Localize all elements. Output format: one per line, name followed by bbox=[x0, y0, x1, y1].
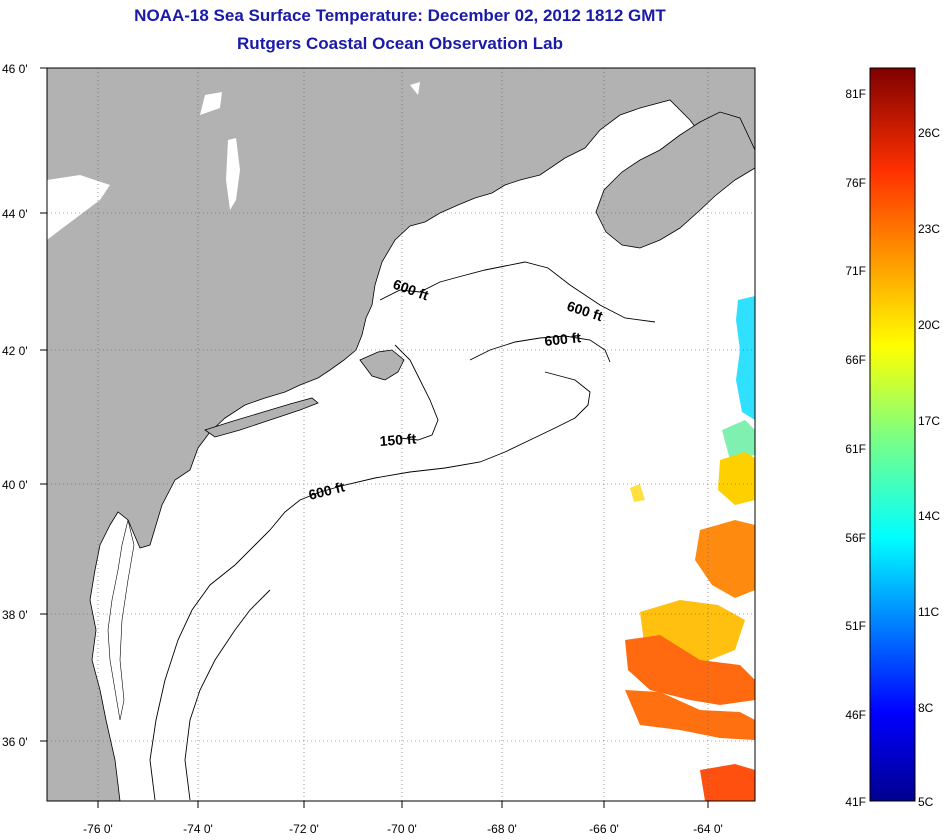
lon-tick-label: -72 0' bbox=[289, 822, 319, 836]
map-subtitle: Rutgers Coastal Ocean Observation Lab bbox=[237, 34, 563, 53]
sst-patch-orange-bottom bbox=[700, 764, 755, 801]
sst-data bbox=[625, 296, 755, 801]
sst-patch-orange-mid bbox=[695, 520, 755, 598]
colorbar-f-label: 71F bbox=[845, 264, 866, 278]
contour-label-150ft: 150 ft bbox=[379, 430, 417, 449]
colorbar-f-labels: 81F 76F 71F 66F 61F 56F 51F 46F 41F bbox=[845, 87, 866, 809]
lat-tick-label: 36 0' bbox=[2, 735, 28, 749]
lat-tick-label: 42 0' bbox=[2, 344, 28, 358]
lake-champlain bbox=[226, 138, 240, 210]
colorbar-c-label: 11C bbox=[918, 605, 939, 619]
land-long-island bbox=[204, 397, 319, 438]
lon-tick-label: -68 0' bbox=[487, 822, 517, 836]
land-nova-scotia bbox=[595, 111, 755, 249]
contour-600ft-shelf bbox=[149, 371, 591, 801]
lon-tick-label: -74 0' bbox=[183, 822, 213, 836]
sst-patch-teal bbox=[722, 420, 755, 460]
sst-patch-orange-strips bbox=[625, 690, 755, 740]
colorbar-c-labels: 26C 23C 20C 17C 14C 11C 8C 5C bbox=[918, 126, 940, 809]
contour-inner-shelf bbox=[184, 589, 271, 801]
colorbar-gradient bbox=[869, 67, 916, 802]
colorbar-f-label: 81F bbox=[845, 87, 866, 101]
bathymetry-contours bbox=[149, 261, 656, 801]
tick-marks bbox=[40, 67, 709, 808]
colorbar-f-label: 51F bbox=[845, 619, 866, 633]
land-cape-cod bbox=[359, 349, 405, 381]
colorbar-c-label: 17C bbox=[918, 414, 940, 428]
colorbar-c-label: 14C bbox=[918, 509, 940, 523]
map-frame bbox=[46, 67, 756, 802]
colorbar-c-label: 20C bbox=[918, 318, 940, 332]
lon-tick-label: -64 0' bbox=[693, 822, 723, 836]
colorbar-f-label: 41F bbox=[845, 795, 866, 809]
colorbar-f-label: 46F bbox=[845, 708, 866, 722]
lon-tick-label: -66 0' bbox=[589, 822, 619, 836]
contour-600ft-gulf-maine bbox=[379, 261, 656, 323]
lake-small-2 bbox=[410, 82, 420, 95]
lat-tick-label: 46 0' bbox=[2, 62, 28, 76]
colorbar-f-label: 56F bbox=[845, 531, 866, 545]
contour-150ft bbox=[394, 344, 439, 441]
colorbar-c-label: 23C bbox=[918, 222, 940, 236]
colorbar-c-label: 26C bbox=[918, 126, 940, 140]
colorbar-f-label: 61F bbox=[845, 442, 866, 456]
sst-patch-cyan bbox=[736, 296, 755, 420]
lon-tick-label: -70 0' bbox=[387, 822, 417, 836]
contour-label-600ft: 600 ft bbox=[544, 329, 582, 349]
sst-patch-yellow-top bbox=[718, 452, 755, 505]
colorbar-f-label: 66F bbox=[845, 353, 866, 367]
lat-tick-label: 40 0' bbox=[2, 478, 28, 492]
contour-600ft-georges bbox=[469, 335, 611, 363]
colorbar-c-label: 5C bbox=[918, 795, 934, 809]
lon-tick-label: -76 0' bbox=[83, 822, 113, 836]
lake-ontario bbox=[47, 175, 110, 240]
sst-patch-orange-low bbox=[625, 635, 755, 705]
sst-patch-yellow-small bbox=[630, 484, 645, 502]
lake-small-1 bbox=[200, 92, 222, 115]
lon-axis: -76 0' -74 0' -72 0' -70 0' -68 0' -66 0… bbox=[83, 822, 723, 836]
map-title: NOAA-18 Sea Surface Temperature: Decembe… bbox=[134, 6, 666, 25]
chesapeake-bay bbox=[107, 519, 135, 721]
colorbar: 81F 76F 71F 66F 61F 56F 51F 46F 41F 26C … bbox=[845, 67, 940, 809]
lat-axis: 46 0' 44 0' 42 0' 40 0' 38 0' 36 0' bbox=[2, 62, 28, 749]
lat-tick-label: 44 0' bbox=[2, 207, 28, 221]
colorbar-c-label: 8C bbox=[918, 701, 934, 715]
colorbar-f-label: 76F bbox=[845, 176, 866, 190]
lat-tick-label: 38 0' bbox=[2, 608, 28, 622]
